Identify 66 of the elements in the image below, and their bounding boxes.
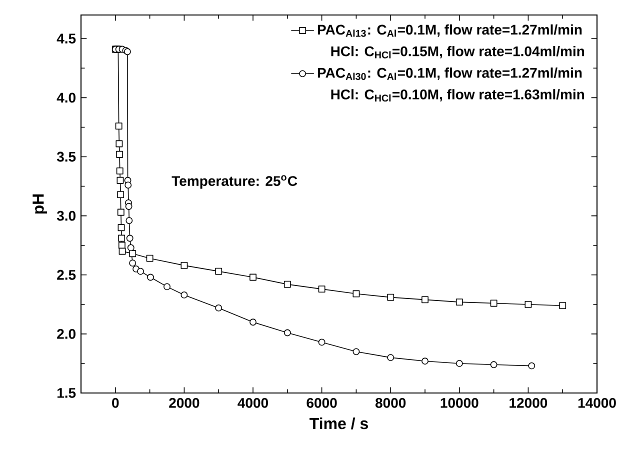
point [318,338,326,346]
point [127,244,134,252]
y-axis-title: pH [32,194,48,214]
point [117,208,124,216]
y-tick-label: 2.0 [57,328,76,339]
x-tick-label: 14000 [578,398,616,408]
legend-label: PAC$_{Al13}$: C$_{Al}$=0.1M, flow rate=1.27ml/min [318,24,582,37]
x-tick-label: 6000 [306,398,337,408]
point [115,122,122,130]
point [147,274,154,281]
point [528,362,536,370]
x-tick-label: 12000 [510,398,548,408]
point [117,191,124,198]
x-axis-title: Time / s [310,417,368,430]
x-tick-label: 0 [112,398,119,408]
point [125,202,132,210]
point [215,304,222,312]
point [116,176,124,184]
point [129,250,136,258]
legend-label: PAC$_{Al30}$: C$_{Al}$=0.1M, flow rate=1.27ml/min [318,68,582,80]
y-tick-label: 3.0 [56,210,76,221]
point [126,217,133,224]
annotation: Temperature: 25$^{o}$C [172,175,298,189]
point [116,140,123,148]
y-tick-label: 2.5 [57,270,76,280]
point [456,360,463,367]
point [559,302,566,310]
point [284,280,291,288]
point [146,254,154,262]
point [180,262,188,269]
point [118,234,126,242]
point [352,348,360,356]
point [250,274,256,281]
point [387,354,394,362]
y-tick-label: 1.5 [57,388,76,398]
point [180,291,188,298]
point [490,300,498,307]
point [126,234,134,242]
point [116,167,124,174]
annotation: HCl: C$_{HCl}$=0.15M, flow rate=1.04ml/min [331,46,584,58]
point [352,290,360,298]
point [164,283,170,290]
point [284,329,291,336]
x-tick-label: 2000 [169,398,200,408]
point [129,260,136,267]
point [422,358,428,365]
point [118,224,125,232]
x-tick-label: 10000 [440,398,478,408]
point [490,361,498,368]
y-tick-label: 3.5 [56,152,76,162]
annotation: HCl: C$_{HCl}$=0.10M, flow rate=1.63ml/min [331,89,584,102]
y-tick-label: 4.5 [56,34,76,44]
y-tick-label: 4.0 [56,92,76,103]
point [524,300,532,308]
point [118,248,126,255]
point [116,150,123,158]
point [215,268,222,275]
point [124,182,132,189]
point [250,318,256,326]
point [422,296,428,304]
x-tick-label: 8000 [375,398,406,408]
x-tick-label: 4000 [238,398,268,408]
point [387,294,394,301]
point [137,268,144,275]
point [456,298,463,306]
point [318,286,326,293]
